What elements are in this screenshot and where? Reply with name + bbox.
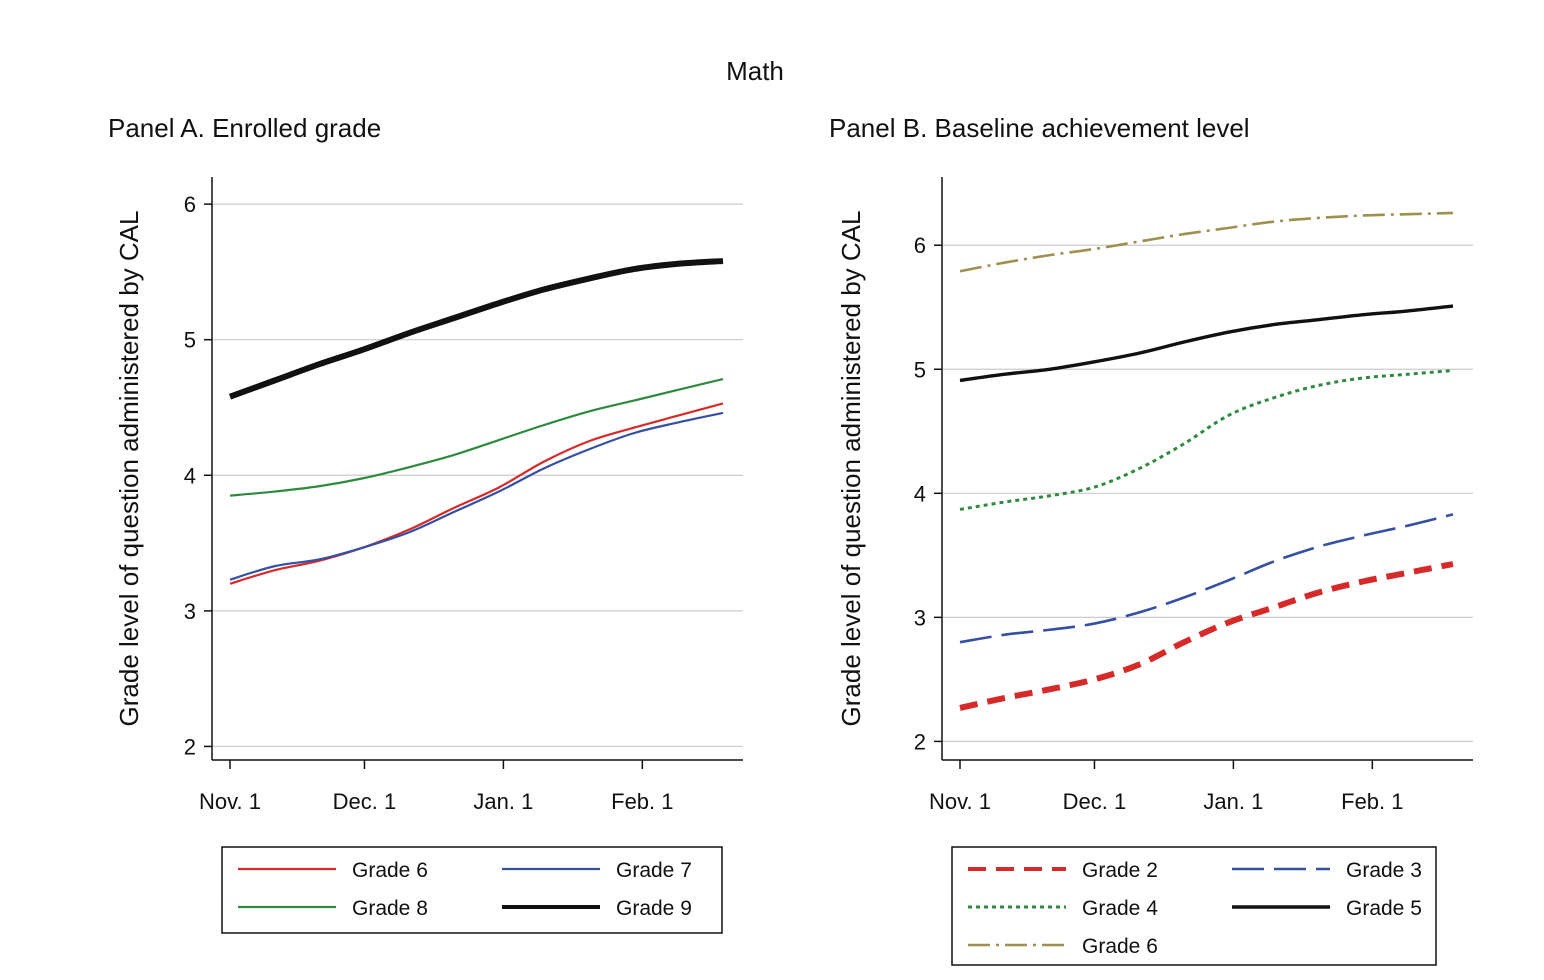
figure-title: Math (726, 56, 784, 86)
y-axis-label: Grade level of question administered by … (114, 211, 144, 727)
x-tick-label: Dec. 1 (333, 789, 397, 814)
panel-a-title: Panel A. Enrolled grade (108, 113, 381, 143)
legend-label: Grade 7 (616, 859, 692, 882)
series-line-grade-9 (228, 258, 724, 400)
series-line-grade-8 (229, 377, 724, 497)
x-tick-label: Jan. 1 (1203, 789, 1263, 814)
legend-label: Grade 6 (352, 859, 428, 882)
legend-label: Grade 3 (1346, 859, 1422, 882)
series-line-grade-4 (959, 369, 1454, 511)
y-tick-label: 2 (914, 729, 926, 754)
y-tick-label: 4 (914, 481, 926, 506)
legend-box (221, 846, 723, 934)
legend-label: Grade 5 (1346, 897, 1422, 920)
x-tick-label: Feb. 1 (611, 789, 673, 814)
series-line-grade-5 (959, 304, 1454, 383)
y-tick-label: 2 (184, 734, 196, 759)
x-tick-label: Jan. 1 (473, 789, 533, 814)
y-tick-label: 5 (914, 357, 926, 382)
y-tick-label: 3 (914, 605, 926, 630)
y-tick-label: 3 (184, 599, 196, 624)
series-line-grade-7 (229, 411, 724, 581)
legend-label: Grade 8 (352, 897, 428, 920)
y-tick-label: 5 (184, 328, 196, 353)
panel-a-chart: Panel A. Enrolled grade 2 3 4 5 6 Nov. 1 Dec. … (108, 113, 743, 934)
series-line-grade-6 (229, 402, 724, 585)
x-tick-label: Dec. 1 (1063, 789, 1127, 814)
x-tick-label: Nov. 1 (929, 789, 991, 814)
y-tick-label: 6 (184, 192, 196, 217)
x-tick-label: Nov. 1 (199, 789, 261, 814)
legend-label: Grade 6 (1082, 935, 1158, 958)
series-line-grade-3 (959, 513, 1454, 644)
legend-label: Grade 2 (1082, 859, 1158, 882)
panel-b-title: Panel B. Baseline achievement level (829, 113, 1250, 143)
x-tick-label: Feb. 1 (1341, 789, 1403, 814)
y-tick-label: 4 (184, 463, 196, 488)
legend-label: Grade 9 (616, 897, 692, 920)
series-line-grade-2 (959, 561, 1454, 711)
legend-label: Grade 4 (1082, 897, 1158, 920)
y-tick-label: 6 (914, 233, 926, 258)
y-axis-label: Grade level of question administered by … (836, 211, 866, 727)
series-line-grade-6 (959, 211, 1454, 273)
panel-b-chart: Panel B. Baseline achievement level 2 3 4 5… (829, 113, 1473, 966)
